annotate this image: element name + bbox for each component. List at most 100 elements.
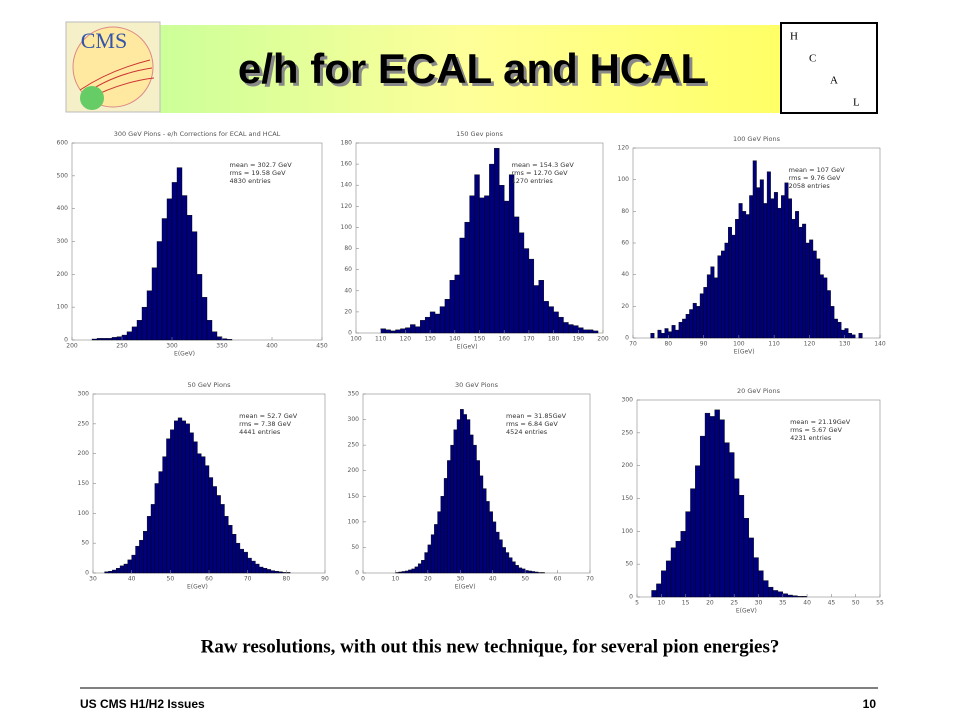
histogram-bar [670, 547, 677, 598]
chart-title: 300 GeV Pions - e/h Corrections for ECAL… [114, 130, 281, 138]
histogram-bar [759, 179, 764, 339]
histogram-bar [685, 314, 690, 339]
x-tick-label: 250 [116, 343, 128, 350]
histogram-bar [126, 331, 133, 341]
histogram-bar [682, 318, 687, 339]
histogram-bar [692, 302, 697, 339]
histogram-bar [492, 521, 497, 574]
x-tick-label: 170 [523, 336, 535, 343]
histogram-bar [469, 195, 475, 334]
histogram-bar [216, 495, 221, 574]
histogram-bar [819, 274, 824, 339]
histogram-bar [665, 560, 672, 598]
histogram-bar [792, 595, 798, 598]
histogram-bar [479, 197, 485, 334]
histogram-bar [185, 423, 190, 574]
histogram-bar [212, 486, 217, 574]
x-tick-label: 35 [779, 600, 787, 607]
histogram-bar [568, 324, 574, 334]
histogram-bar [460, 409, 464, 574]
stats-annotation: 4231 entries [790, 434, 832, 442]
histogram-bar [201, 297, 208, 341]
histogram-bar [228, 525, 233, 574]
histogram-bar [231, 534, 237, 574]
histogram-bar [479, 475, 484, 574]
histogram-bar [661, 333, 665, 339]
hcal-letter: H [790, 31, 798, 43]
caption: Raw resolutions, with out this new techn… [201, 636, 780, 657]
x-tick-label: 140 [874, 341, 886, 348]
histogram-bar [439, 306, 446, 334]
histogram-bar [791, 219, 796, 339]
stats-annotation: mean = 302.7 GeV [230, 161, 293, 169]
histogram-bar [410, 324, 416, 334]
histogram-bar [176, 167, 183, 341]
histogram-bar [484, 195, 490, 334]
y-tick-label: 0 [85, 570, 89, 577]
histogram-bar [563, 322, 569, 334]
histogram-bar [156, 241, 163, 341]
histogram-bar [830, 306, 835, 339]
histogram-bar [415, 326, 421, 334]
histogram-bar [466, 419, 471, 574]
chart-title: 50 GeV Pions [188, 381, 232, 389]
histogram-bar [499, 539, 503, 574]
histogram-bar [400, 328, 406, 334]
histogram-bar [508, 557, 513, 574]
histogram-bar [235, 542, 241, 574]
x-tick-label: 70 [586, 576, 594, 583]
histogram-bar [247, 557, 252, 574]
y-tick-label: 600 [57, 140, 69, 147]
histogram-bar [390, 330, 396, 334]
y-tick-label: 200 [622, 462, 634, 469]
slide-title: e/h for ECAL and HCAL [238, 45, 706, 92]
y-tick-label: 40 [344, 287, 352, 294]
hcal-letter: A [830, 75, 838, 87]
histogram-bar [738, 203, 743, 339]
histogram-bar [424, 552, 429, 574]
histogram-bar [154, 483, 159, 574]
x-tick-label: 100 [733, 341, 745, 348]
x-tick-label: 60 [554, 576, 562, 583]
y-tick-label: 50 [351, 544, 359, 551]
histogram-bar [763, 580, 769, 598]
y-tick-label: 80 [621, 208, 629, 215]
stats-annotation: 4441 entries [239, 428, 281, 436]
y-tick-label: 400 [57, 205, 69, 212]
x-tick-label: 400 [266, 343, 278, 350]
histogram-bar [274, 571, 279, 574]
y-tick-label: 100 [57, 304, 69, 311]
histogram-bar [495, 531, 500, 574]
histogram-bar [444, 299, 451, 334]
stats-annotation: rms = 9.76 GeV [789, 174, 841, 182]
histogram-bar [473, 444, 477, 574]
histogram-bar [420, 320, 426, 334]
x-axis-label: E(GeV) [455, 584, 476, 591]
histogram-bar [675, 329, 680, 339]
histogram-bar [278, 571, 283, 574]
x-tick-label: 70 [244, 576, 252, 583]
histogram-bar [650, 333, 655, 339]
histogram-bar [797, 596, 803, 598]
histogram-bar [404, 570, 409, 574]
x-axis-label: E(GeV) [187, 584, 208, 591]
histogram-bar [282, 572, 287, 574]
x-tick-label: 450 [316, 343, 328, 350]
histogram-bar [189, 432, 194, 574]
x-axis-label: E(GeV) [736, 608, 757, 615]
histogram-bar [787, 594, 793, 598]
x-tick-label: 70 [629, 341, 637, 348]
histogram-bar [494, 148, 500, 334]
histogram-bar [434, 313, 441, 334]
x-tick-label: 190 [573, 336, 585, 343]
y-tick-label: 200 [57, 271, 69, 278]
x-tick-label: 50 [167, 576, 175, 583]
stats-annotation: mean = 107 GeV [789, 166, 846, 174]
y-tick-label: 300 [57, 238, 69, 245]
histogram-bar [197, 453, 202, 574]
histogram-bar [243, 551, 248, 574]
x-tick-label: 20 [424, 576, 432, 583]
histogram-bar [699, 435, 706, 598]
histogram-bar [146, 516, 152, 574]
histogram-bar [717, 255, 722, 339]
